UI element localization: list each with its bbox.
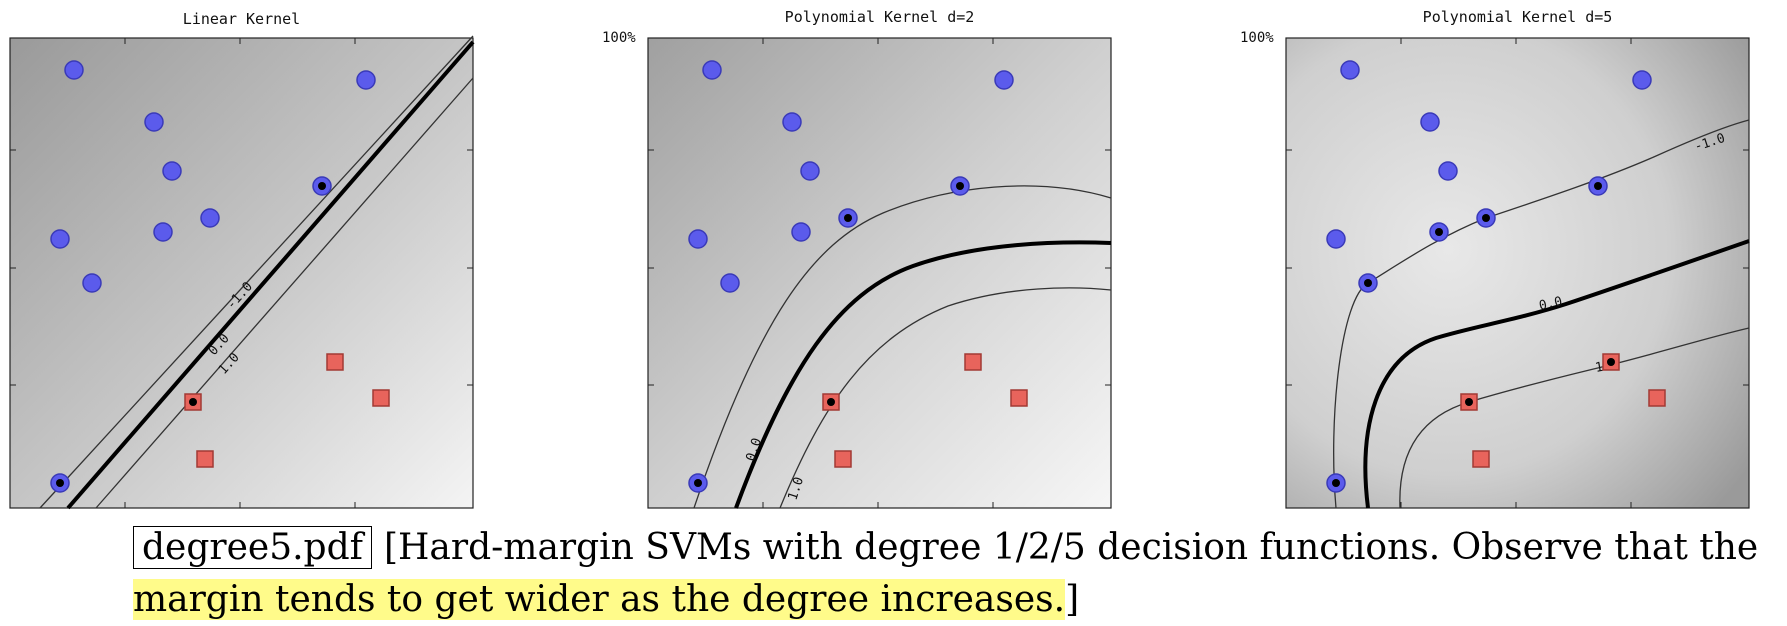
axis-ticks	[648, 38, 1111, 508]
plot-background	[9, 37, 474, 509]
decision-boundary	[1363, 239, 1750, 509]
plot-polynomial-d5: -1.0 0.0 1.0	[1285, 37, 1750, 509]
file-label-box: degree5.pdf	[133, 526, 372, 569]
panel-title-linear: Linear Kernel	[182, 10, 301, 28]
contour-label: 0.0	[744, 436, 766, 463]
plot-background	[647, 37, 1112, 509]
margin-line-plus	[779, 287, 1112, 509]
axis-ticks	[1286, 38, 1749, 508]
margin-line-minus	[1333, 119, 1750, 509]
y-top-label-poly5: 100%	[1240, 30, 1274, 46]
decision-boundary	[734, 240, 1112, 509]
support-vector-markers	[694, 182, 964, 487]
class-circle-points	[50, 60, 376, 493]
decision-boundary	[66, 40, 475, 510]
class-square-points	[1460, 353, 1666, 468]
caption-line-2: margin tends to get wider as the degree …	[133, 574, 1773, 626]
axis-ticks	[10, 38, 473, 508]
margin-line-minus	[693, 185, 1112, 509]
class-square-points	[822, 353, 1028, 468]
figure-caption: degree5.pdf [Hard-margin SVMs with degree…	[133, 522, 1773, 626]
support-vector-markers	[1332, 182, 1615, 487]
y-top-label-poly2: 100%	[602, 30, 636, 46]
caption-highlight: margin tends to get wider as the degree …	[133, 579, 1066, 620]
margin-line-plus	[95, 77, 474, 509]
caption-text-1: [Hard-margin SVMs with degree 1/2/5 deci…	[383, 527, 1759, 568]
panel-title-poly5: Polynomial Kernel d=5	[1422, 8, 1613, 26]
contour-label: 1.0	[786, 475, 808, 502]
margin-line-plus	[1399, 327, 1750, 509]
caption-line-1: degree5.pdf [Hard-margin SVMs with degree…	[133, 522, 1773, 574]
margin-line-minus	[39, 35, 474, 509]
plot-polynomial-d2: 0.0 1.0	[647, 37, 1112, 509]
contour-label: 0.0	[1538, 294, 1564, 314]
plot-background	[1285, 37, 1750, 509]
plot-linear-kernel: -1.0 0.0 1.0	[9, 35, 475, 510]
support-vector-markers	[56, 182, 326, 487]
caption-tail: ]	[1065, 579, 1080, 620]
panel-title-poly2: Polynomial Kernel d=2	[784, 8, 975, 26]
